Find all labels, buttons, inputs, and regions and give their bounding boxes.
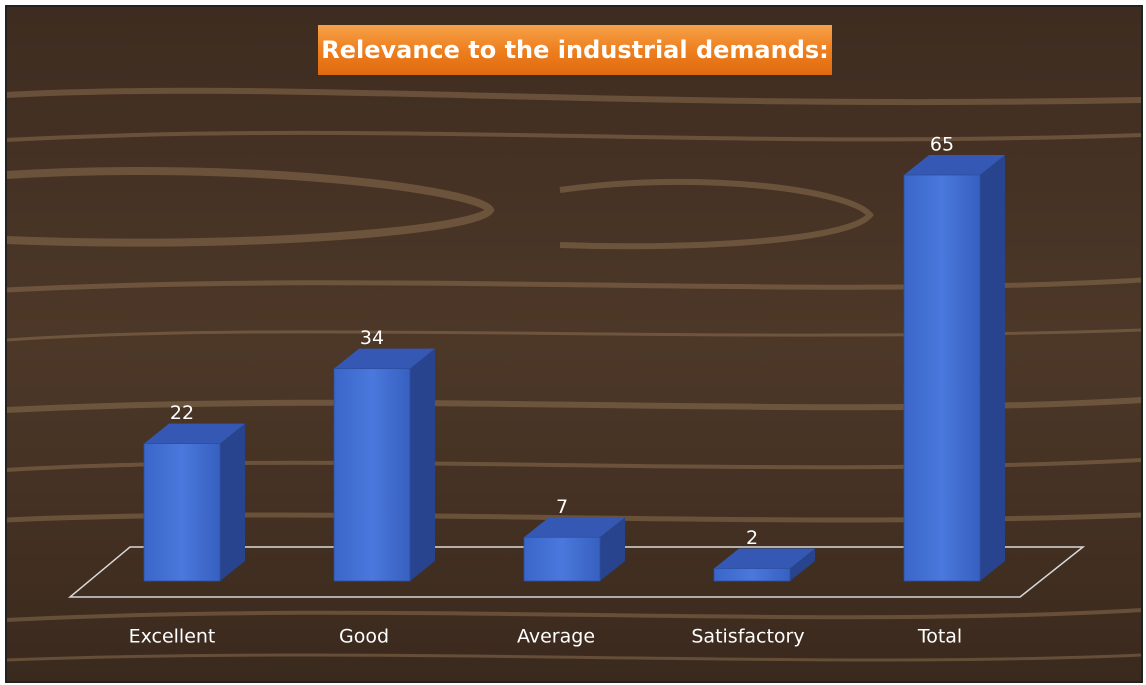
x-tick-label: Excellent — [129, 626, 216, 648]
title-box — [318, 25, 832, 75]
x-tick-label: Good — [339, 626, 389, 648]
frame — [5, 5, 1143, 683]
bar — [333, 348, 435, 582]
value-label: 7 — [556, 496, 568, 518]
bar-front — [333, 368, 411, 582]
x-tick-label: Total — [917, 626, 962, 648]
chart-title: Relevance to the industrial demands: — [321, 36, 829, 64]
bar-side — [980, 155, 1005, 581]
bar — [903, 155, 1005, 582]
floor — [67, 546, 1086, 598]
bar-front — [143, 443, 221, 582]
bar-front — [523, 536, 601, 582]
x-tick-label: Average — [517, 626, 595, 648]
bar-top — [524, 517, 625, 538]
bar-front — [713, 568, 791, 582]
value-label: 34 — [360, 327, 384, 349]
bar — [713, 548, 815, 582]
bar — [143, 423, 245, 582]
bar-top — [334, 348, 435, 369]
value-label: 2 — [746, 527, 758, 549]
bar-front — [903, 174, 981, 582]
bar-side — [600, 517, 625, 581]
x-tick-label: Satisfactory — [691, 626, 804, 648]
value-label: 65 — [930, 134, 954, 156]
bar-side — [410, 348, 435, 581]
bar — [523, 517, 625, 582]
bar-top — [714, 548, 815, 569]
bar-top — [904, 155, 1005, 175]
bar-side — [220, 423, 245, 581]
bar-top — [144, 423, 245, 444]
value-label: 22 — [170, 402, 194, 424]
bar-side — [790, 548, 815, 581]
